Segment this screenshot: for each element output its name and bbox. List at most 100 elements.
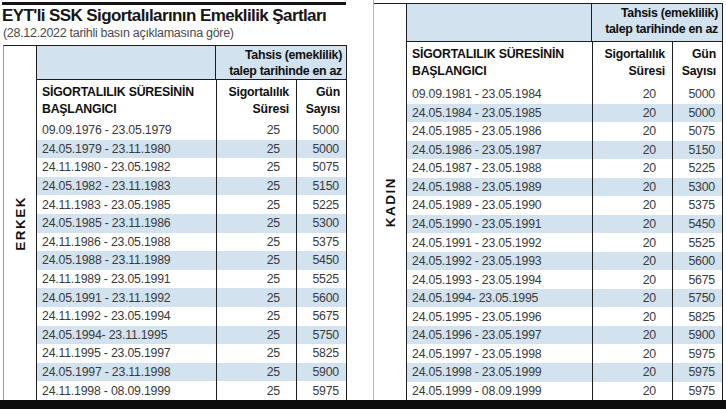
date-range-cell: 24.05.1991 - 23.11.1992 (37, 288, 216, 307)
insurance-duration-cell: 25 (216, 177, 296, 196)
date-range-cell: 24.05.1997 - 23.05.1998 (407, 344, 592, 363)
date-range-cell: 24.05.1988 - 23.11.1989 (37, 251, 216, 270)
insurance-duration-cell: 25 (216, 251, 296, 270)
erkek-label-column: ERKEK (4, 46, 37, 400)
insurance-duration-cell: 20 (592, 85, 672, 104)
insurance-duration-cell: 25 (216, 233, 296, 252)
newspaper-clipping: { "page": { "title": "EYT'li SSK Sigorta… (0, 0, 726, 413)
day-count-cell: 5825 (296, 344, 346, 363)
table-row: 24.11.1980 - 23.05.1982255075 (37, 158, 346, 177)
day-count-cell: 5450 (672, 215, 722, 234)
insurance-duration-cell: 20 (592, 382, 672, 401)
kadin-label: KADIN (383, 177, 398, 227)
day-count-cell: 5225 (296, 195, 346, 214)
date-range-cell: 24.05.1998 - 23.05.1999 (407, 363, 592, 382)
insurance-duration-cell: 20 (592, 215, 672, 234)
insurance-duration-cell: 20 (592, 326, 672, 345)
day-count-cell: 5375 (672, 196, 722, 215)
day-count-cell: 5675 (672, 270, 722, 289)
table-row: 24.05.1991 - 23.11.1992255600 (37, 288, 346, 307)
header-spacer (37, 46, 216, 79)
day-count-cell: 5975 (672, 344, 722, 363)
table-row: 24.05.1997 - 23.11.1998255900 (37, 363, 346, 382)
days-header-line1: Gün (673, 46, 716, 63)
duration-column-header: Sigortalılık Süresi (216, 80, 296, 121)
date-range-cell: 24.11.1995 - 23.05.1997 (37, 344, 216, 363)
duration-header-line1: Sigortalılık (593, 46, 665, 63)
table-row: 24.11.1995 - 23.05.1997255825 (37, 344, 346, 363)
date-range-cell: 24.05.1988 - 23.05.1989 (407, 178, 592, 197)
day-count-cell: 5075 (296, 158, 346, 177)
day-count-cell: 5150 (672, 141, 722, 160)
insurance-duration-cell: 20 (592, 122, 672, 141)
insurance-duration-cell: 20 (592, 363, 672, 382)
bottom-bar (0, 400, 726, 409)
day-count-cell: 5225 (672, 159, 722, 178)
table-row: 24.05.1993 - 23.05.1994205675 (407, 270, 722, 289)
date-range-cell: 24.11.1992 - 23.05.1994 (37, 307, 216, 326)
header-spacer (407, 4, 592, 41)
day-count-cell: 5600 (296, 288, 346, 307)
day-count-cell: 5825 (672, 307, 722, 326)
table-row: 24.05.1985 - 23.05.1986205075 (407, 122, 722, 141)
day-count-cell: 5675 (296, 307, 346, 326)
day-count-cell: 5150 (296, 177, 346, 196)
date-range-cell: 24.11.1986 - 23.05.1988 (37, 233, 216, 252)
days-header-line2: Sayısı (297, 101, 340, 118)
insurance-duration-cell: 20 (592, 252, 672, 271)
date-range-cell: 24.05.1986 - 23.05.1987 (407, 141, 592, 160)
table-row: 24.05.1988 - 23.11.1989255450 (37, 251, 346, 270)
page-subtitle: (28.12.2022 tarihli basın açıklamasına g… (3, 26, 234, 40)
table-row: 24.05.1988 - 23.05.1989205300 (407, 178, 722, 197)
date-range-cell: 24.05.1992 - 23.05.1993 (407, 252, 592, 271)
table-row: 24.05.1994- 23.11.1995255750 (37, 326, 346, 345)
days-column-header: Gün Sayısı (672, 42, 722, 85)
day-count-cell: 5075 (672, 122, 722, 141)
days-column-header: Gün Sayısı (296, 80, 346, 121)
date-range-cell: 24.05.1985 - 23.05.1986 (407, 122, 592, 141)
date-range-cell: 24.05.1994- 23.05.1995 (407, 289, 592, 308)
duration-header-line2: Süresi (217, 101, 289, 118)
table-row: 24.05.1999 - 08.09.1999205975 (407, 382, 722, 401)
day-count-cell: 5300 (296, 214, 346, 233)
insurance-duration-cell: 20 (592, 196, 672, 215)
duration-header-line1: Sigortalılık (217, 84, 289, 101)
date-range-cell: 24.05.1990 - 23.05.1991 (407, 215, 592, 234)
day-count-cell: 5975 (672, 382, 722, 401)
date-range-cell: 24.11.1983 - 23.05.1985 (37, 195, 216, 214)
day-count-cell: 5525 (296, 270, 346, 289)
table-row: 24.05.1982 - 23.11.1983255150 (37, 177, 346, 196)
day-count-cell: 5975 (296, 381, 346, 400)
insurance-duration-cell: 20 (592, 289, 672, 308)
days-header-line1: Gün (297, 84, 340, 101)
table-row: 24.05.1996 - 23.05.1997205900 (407, 326, 722, 345)
tahsis-header-text: Tahsis (emeklilik) talep tarihinde en az (592, 4, 722, 41)
erkek-column-headers: SİGORTALILIK SÜRESİNİN BAŞLANGICI Sigort… (37, 80, 346, 121)
insurance-duration-cell: 20 (592, 104, 672, 123)
erkek-label: ERKEK (13, 196, 28, 251)
insurance-duration-cell: 25 (216, 326, 296, 345)
table-row: 24.05.1994- 23.05.1995205750 (407, 289, 722, 308)
date-range-cell: 24.05.1995 - 23.05.1996 (407, 307, 592, 326)
table-row: 24.05.1987 - 23.05.1988205225 (407, 159, 722, 178)
start-column-header: SİGORTALILIK SÜRESİNİN BAŞLANGICI (407, 42, 592, 85)
table-row: 24.11.1986 - 23.05.1988255375 (37, 233, 346, 252)
kadin-table: Tahsis (emeklilik) talep tarihinde en az… (407, 4, 722, 400)
erkek-table-body: 09.09.1976 - 23.05.197925500024.05.1979 … (37, 121, 346, 400)
erkek-tahsis-header: Tahsis (emeklilik) talep tarihinde en az (37, 46, 346, 80)
start-header-line2: BAŞLANGICI (42, 101, 216, 118)
insurance-duration-cell: 25 (216, 381, 296, 400)
date-range-cell: 24.11.1998 - 08.09.1999 (37, 381, 216, 400)
date-range-cell: 24.05.1979 - 23.11.1980 (37, 140, 216, 159)
kadin-tahsis-header: Tahsis (emeklilik) talep tarihinde en az (407, 4, 722, 42)
date-range-cell: 24.05.1989 - 23.05.1990 (407, 196, 592, 215)
insurance-duration-cell: 20 (592, 178, 672, 197)
date-range-cell: 24.05.1999 - 08.09.1999 (407, 382, 592, 401)
table-row: 24.05.1990 - 23.05.1991205450 (407, 215, 722, 234)
insurance-duration-cell: 25 (216, 344, 296, 363)
day-count-cell: 5600 (672, 252, 722, 271)
insurance-duration-cell: 25 (216, 270, 296, 289)
insurance-duration-cell: 20 (592, 233, 672, 252)
start-header-line1: SİGORTALILIK SÜRESİNİN (42, 84, 216, 101)
day-count-cell: 5750 (296, 326, 346, 345)
